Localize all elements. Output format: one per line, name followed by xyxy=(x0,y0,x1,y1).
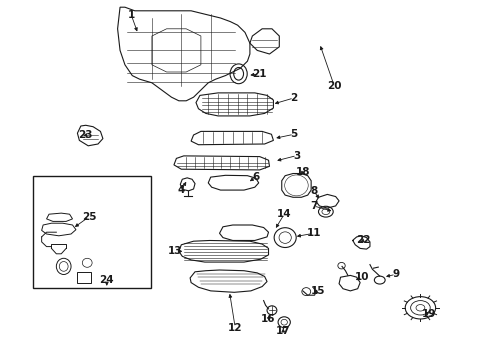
Text: 2: 2 xyxy=(291,93,297,103)
Text: 24: 24 xyxy=(99,275,114,285)
Text: 14: 14 xyxy=(277,209,292,219)
Text: 16: 16 xyxy=(261,314,276,324)
Text: 10: 10 xyxy=(354,272,369,282)
Text: 12: 12 xyxy=(228,323,243,333)
Text: 25: 25 xyxy=(82,212,97,222)
Text: 11: 11 xyxy=(306,228,321,238)
Text: 4: 4 xyxy=(177,185,185,195)
Text: 19: 19 xyxy=(421,309,436,319)
Text: 9: 9 xyxy=(392,269,399,279)
Text: 21: 21 xyxy=(252,69,267,79)
Text: 17: 17 xyxy=(276,326,291,336)
Text: 15: 15 xyxy=(311,286,326,296)
Bar xyxy=(33,176,151,288)
Text: 8: 8 xyxy=(310,186,317,196)
Text: 3: 3 xyxy=(294,150,300,161)
Text: 20: 20 xyxy=(327,81,342,91)
Text: 6: 6 xyxy=(252,172,259,182)
Text: 5: 5 xyxy=(291,129,297,139)
Text: 22: 22 xyxy=(356,235,371,246)
Text: 18: 18 xyxy=(295,167,310,177)
Bar xyxy=(77,272,91,283)
Text: 7: 7 xyxy=(310,201,318,211)
Text: 1: 1 xyxy=(128,10,135,20)
Text: 13: 13 xyxy=(168,246,183,256)
Text: 23: 23 xyxy=(78,130,93,140)
